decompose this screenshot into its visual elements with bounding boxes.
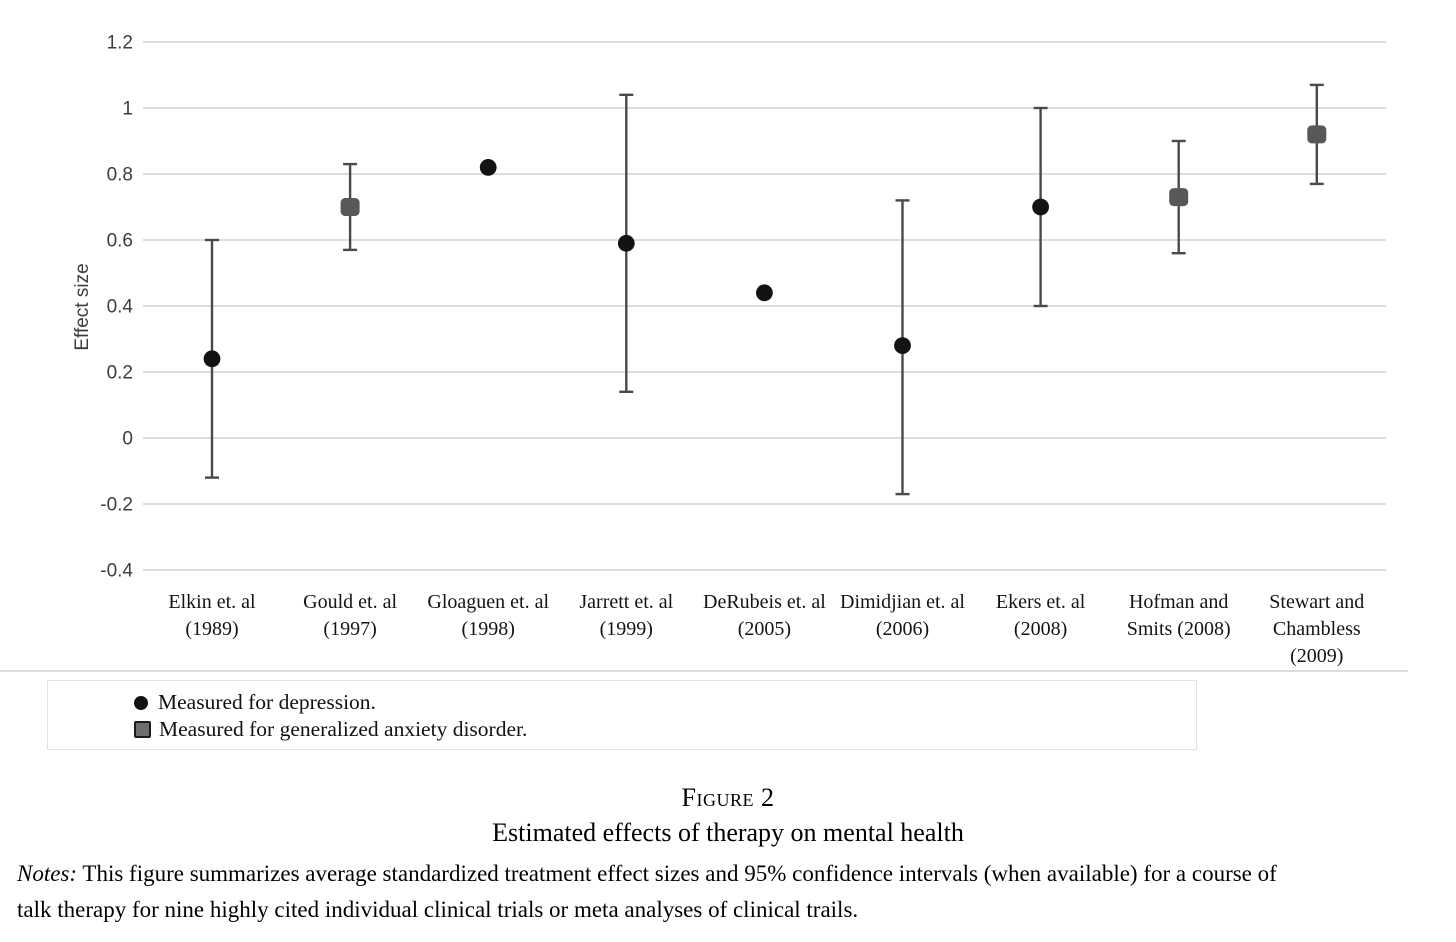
x-category-label: (1998) — [462, 618, 515, 640]
y-axis-tick-label: 0 — [122, 429, 133, 450]
data-point-circle — [894, 337, 911, 354]
y-axis-tick-label: 1 — [122, 99, 133, 120]
legend-item-label: Measured for generalized anxiety disorde… — [159, 717, 528, 741]
x-category-label: Elkin et. al — [168, 591, 256, 613]
legend-item-anxiety: Measured for generalized anxiety disorde… — [134, 716, 1196, 743]
data-point-circle — [617, 234, 635, 252]
data-point-square — [1307, 125, 1327, 144]
legend-item-depression: Measured for depression. — [134, 689, 1196, 716]
data-point-circle — [479, 159, 497, 176]
x-category-label: (1999) — [600, 618, 653, 640]
y-axis-tick-label: 0.6 — [107, 231, 133, 252]
x-category-label: (2006) — [876, 618, 929, 640]
x-category-label: (1989) — [185, 618, 238, 640]
x-category-label: Jarrett et. al — [579, 591, 673, 613]
y-axis-tick-label: 1.2 — [107, 33, 133, 54]
notes-prefix: Notes: — [17, 861, 78, 886]
data-point-square — [1169, 188, 1189, 207]
x-category-label: Dimidjian et. al — [840, 591, 965, 613]
chart-bottom-divider — [0, 670, 1408, 672]
x-category-label: Chambless — [1273, 618, 1361, 640]
figure-number-label: Figure 2 — [681, 783, 775, 812]
x-category-label: Hofman and — [1129, 591, 1228, 613]
y-axis-tick-label: -0.2 — [100, 495, 133, 516]
data-point-circle — [756, 284, 773, 302]
data-point-square — [340, 198, 360, 216]
y-axis-tick-label: -0.4 — [100, 561, 133, 582]
x-category-label: (1997) — [323, 618, 376, 640]
figure-notes: Notes: This figure summarizes average st… — [17, 856, 1441, 928]
x-category-label: (2009) — [1290, 645, 1343, 667]
circle-marker-icon — [134, 695, 148, 710]
x-category-label: Ekers et. al — [996, 591, 1086, 613]
x-category-label: Gloaguen et. al — [427, 591, 549, 613]
x-category-label: Smits (2008) — [1127, 618, 1231, 640]
x-category-label: DeRubeis et. al — [703, 591, 826, 613]
y-axis-tick-label: 0.2 — [107, 363, 133, 384]
y-axis-title: Effect size — [72, 263, 93, 350]
x-category-label: (2008) — [1014, 618, 1067, 640]
x-category-label: Stewart and — [1269, 591, 1364, 613]
square-marker-icon — [134, 721, 151, 738]
chart-legend: Measured for depression. Measured for ge… — [47, 680, 1197, 750]
data-point-circle — [1032, 198, 1049, 216]
y-axis-tick-label: 0.8 — [107, 165, 133, 186]
x-category-label: Gould et. al — [303, 591, 397, 613]
effect-size-chart: 1.2 1 0.8 0.6 0.4 0.2 0 -0.2 -0.4 Effect size Elki… — [72, 33, 1386, 667]
legend-item-label: Measured for depression. — [158, 690, 376, 714]
x-category-label: (2005) — [738, 618, 791, 640]
y-axis-tick-label: 0.4 — [107, 297, 134, 318]
data-point-circle — [203, 350, 221, 368]
figure-title: Estimated effects of therapy on mental h… — [492, 818, 964, 847]
notes-body: This figure summarizes average standardi… — [17, 861, 1277, 922]
